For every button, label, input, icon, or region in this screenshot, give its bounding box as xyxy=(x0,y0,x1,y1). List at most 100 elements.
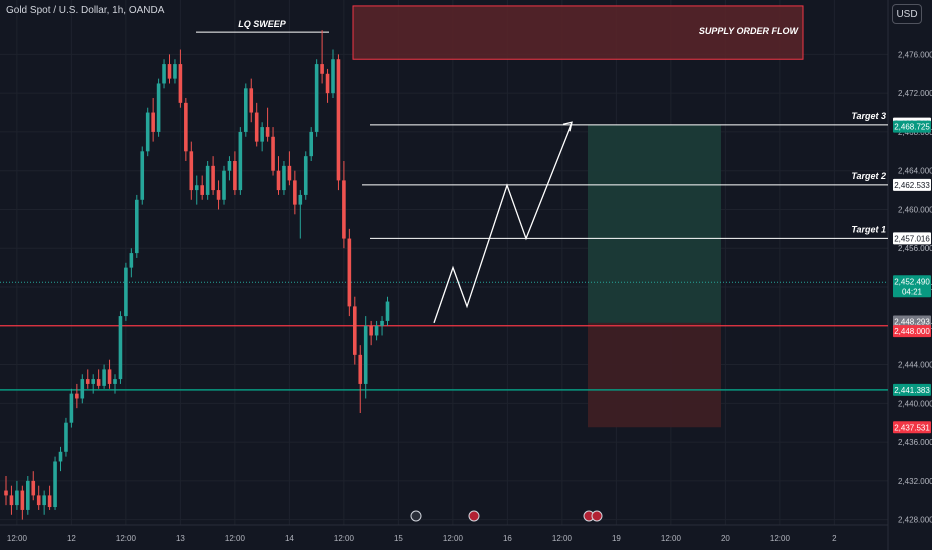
candle-bullish xyxy=(194,185,199,191)
x-tick-label: 12:00 xyxy=(7,534,28,543)
supply-zone-box xyxy=(352,5,804,60)
x-tick-label: 12:00 xyxy=(552,534,573,543)
candle-bullish xyxy=(227,161,232,171)
candle-bearish xyxy=(342,180,346,239)
candle-bearish xyxy=(358,354,363,384)
y-tick-label: 2,476.000 xyxy=(898,50,932,59)
candle-bullish xyxy=(15,490,19,506)
candle-bullish xyxy=(331,59,335,94)
candle-bearish xyxy=(276,170,281,191)
candle-bullish xyxy=(222,170,226,200)
y-tick-label: 2,464.000 xyxy=(898,167,932,176)
candle-bearish xyxy=(233,161,237,191)
projected-arrowhead xyxy=(562,121,573,132)
candle-bearish xyxy=(85,379,90,384)
stop-value: 2,437.531 xyxy=(894,423,930,432)
candle-bearish xyxy=(353,306,357,355)
candle-bullish xyxy=(385,301,390,321)
candle-bearish xyxy=(271,136,275,171)
target-2-tag xyxy=(893,178,931,191)
candle-bullish xyxy=(91,379,95,384)
candle-bullish xyxy=(80,379,85,399)
candle-bullish xyxy=(58,451,63,462)
x-tick-label: 12:00 xyxy=(770,534,791,543)
candle-bullish xyxy=(69,393,74,423)
target-label: Target 2 xyxy=(851,171,886,181)
candle-bullish xyxy=(135,199,139,254)
resistance-value: 2,448.000 xyxy=(894,327,930,336)
candle-bullish xyxy=(260,127,264,142)
us-flag-icon xyxy=(591,510,603,522)
candle-bullish xyxy=(173,64,177,79)
x-tick-label: 12:00 xyxy=(661,534,682,543)
y-tick-label: 2,472.000 xyxy=(898,89,932,98)
target-2-value: 2,462.533 xyxy=(894,181,930,190)
candle-bullish xyxy=(113,379,117,384)
resistance-tag xyxy=(893,325,931,338)
candle-bearish xyxy=(9,495,14,506)
candle-bearish xyxy=(287,165,292,181)
candle-bullish xyxy=(363,325,368,384)
candle-bearish xyxy=(151,112,155,132)
y-tick-label: 2,456.000 xyxy=(898,244,932,253)
support-value: 2,441.383 xyxy=(894,386,930,395)
candle-bearish xyxy=(254,112,259,142)
candle-bullish xyxy=(162,64,166,84)
stop-zone xyxy=(588,322,721,428)
candle-bearish xyxy=(178,64,183,103)
candle-bearish xyxy=(336,59,341,181)
target-label: Target 1 xyxy=(851,224,886,234)
x-tick-label: 12:00 xyxy=(443,534,464,543)
x-tick-label: 20 xyxy=(721,534,730,543)
x-tick-label: 12:00 xyxy=(334,534,355,543)
us-flag-icon xyxy=(468,510,480,522)
support-tag xyxy=(893,383,931,396)
candle-bearish xyxy=(184,102,188,152)
x-tick-label: 15 xyxy=(394,534,403,543)
candle-bullish xyxy=(298,194,303,205)
candle-bearish xyxy=(249,88,254,113)
projected-path xyxy=(433,121,573,324)
x-tick-label: 16 xyxy=(503,534,512,543)
candle-bearish xyxy=(216,190,221,200)
candle-bearish xyxy=(36,495,41,506)
candle-bullish xyxy=(309,131,313,157)
x-tick-label: 12 xyxy=(67,534,76,543)
y-tick-label: 2,436.000 xyxy=(898,438,932,447)
target-zone xyxy=(588,124,721,323)
supply-zone-label: SUPPLY ORDER FLOW xyxy=(699,26,800,36)
candle-bullish xyxy=(244,88,248,132)
candle-bullish xyxy=(42,495,46,506)
y-tick-label: 2,432.000 xyxy=(898,477,932,486)
candle-bearish xyxy=(369,325,373,336)
candle-bearish xyxy=(189,151,194,191)
currency-button[interactable]: USD xyxy=(892,4,922,24)
candle-bearish xyxy=(96,379,101,386)
candle-bullish xyxy=(53,461,57,508)
x-tick-label: 12:00 xyxy=(225,534,246,543)
candle-bullish xyxy=(64,422,68,452)
target-3-value: 2,468.725 xyxy=(894,123,930,132)
candle-bearish xyxy=(325,73,330,94)
target-3-tag xyxy=(893,120,931,133)
x-tick-label: 19 xyxy=(612,534,621,543)
candle-bullish xyxy=(129,253,134,268)
candle-bearish xyxy=(20,490,25,510)
x-tick-label: 13 xyxy=(176,534,185,543)
lightning-icon xyxy=(410,510,422,522)
candle-bullish xyxy=(140,151,145,200)
candle-bearish xyxy=(320,64,324,74)
candle-bullish xyxy=(314,64,319,132)
candle-bullish xyxy=(374,325,379,336)
candle-bullish xyxy=(238,131,243,191)
last-price-value: 2,452.490 xyxy=(894,277,930,286)
target-1-tag xyxy=(893,232,931,245)
candle-bearish xyxy=(293,180,297,205)
chart-title: Gold Spot / U.S. Dollar, 1h, OANDA xyxy=(6,5,165,16)
candle-bearish xyxy=(347,238,352,307)
candle-bearish xyxy=(107,369,112,384)
x-tick-label: 12:00 xyxy=(116,534,137,543)
y-tick-label: 2,428.000 xyxy=(898,516,932,525)
